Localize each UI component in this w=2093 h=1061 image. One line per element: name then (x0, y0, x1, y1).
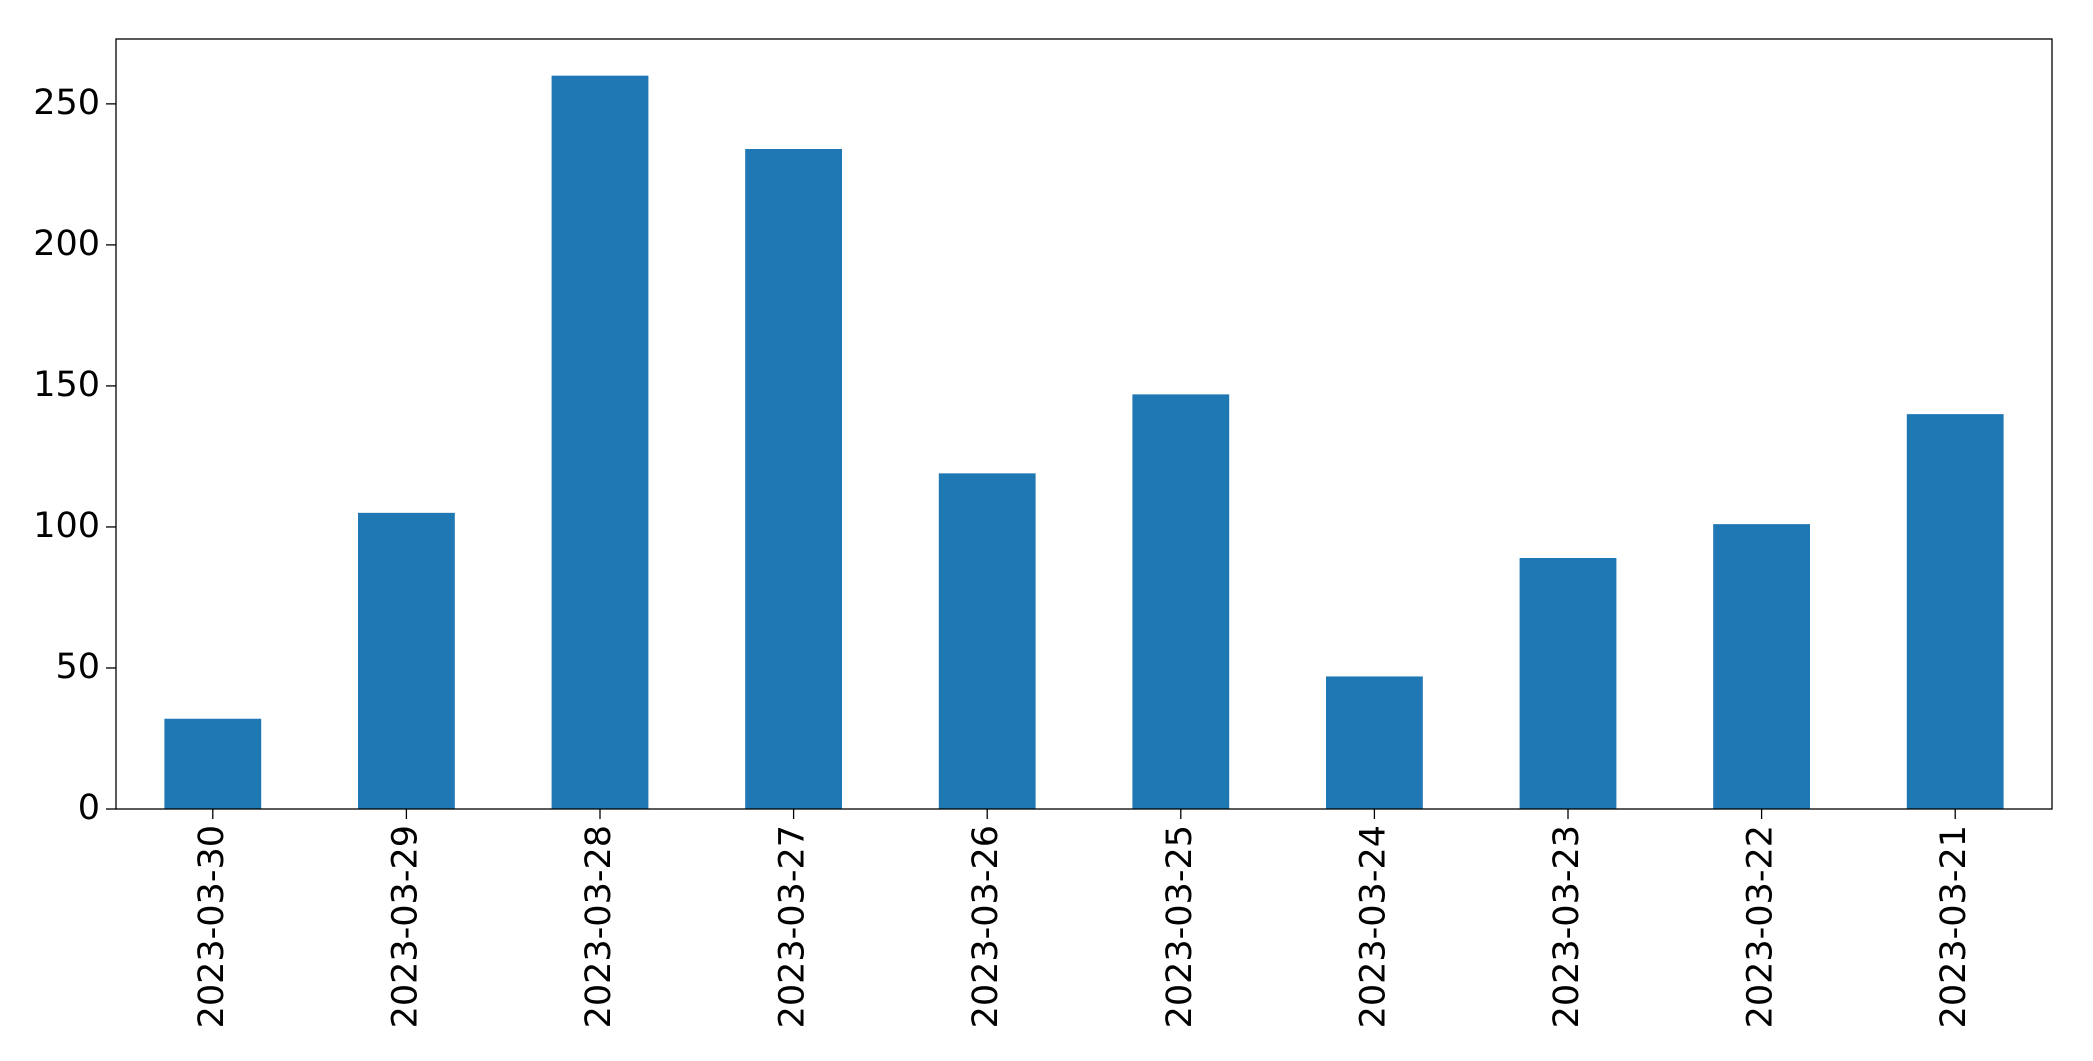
x-tick-label: 2023-03-28 (579, 825, 619, 1028)
bar (938, 473, 1036, 809)
y-tick-label: 100 (33, 506, 100, 546)
bar (1906, 414, 2004, 809)
x-tick-label: 2023-03-25 (1160, 825, 1200, 1028)
x-tick-label: 2023-03-26 (966, 825, 1006, 1028)
bar (164, 718, 262, 809)
x-tick-label: 2023-03-27 (773, 825, 813, 1028)
bar (1326, 676, 1423, 809)
y-tick-label: 200 (33, 224, 100, 264)
y-tick-label: 0 (78, 788, 100, 828)
x-tick-label: 2023-03-29 (385, 825, 425, 1028)
y-tick-label: 50 (55, 647, 100, 687)
bar (1713, 524, 1810, 809)
x-tick-label: 2023-03-30 (192, 825, 232, 1028)
bar (1519, 557, 1617, 809)
bar (358, 512, 455, 809)
y-tick-label: 250 (33, 83, 100, 123)
x-tick-label: 2023-03-21 (1934, 825, 1974, 1028)
bar (551, 75, 649, 809)
x-tick-label: 2023-03-24 (1353, 825, 1393, 1028)
x-tick-label: 2023-03-23 (1547, 825, 1587, 1028)
y-tick-label: 150 (33, 365, 100, 405)
x-tick-label: 2023-03-22 (1741, 825, 1781, 1028)
bar (745, 149, 842, 809)
bar (1132, 394, 1230, 809)
plot-frame (115, 38, 2053, 810)
